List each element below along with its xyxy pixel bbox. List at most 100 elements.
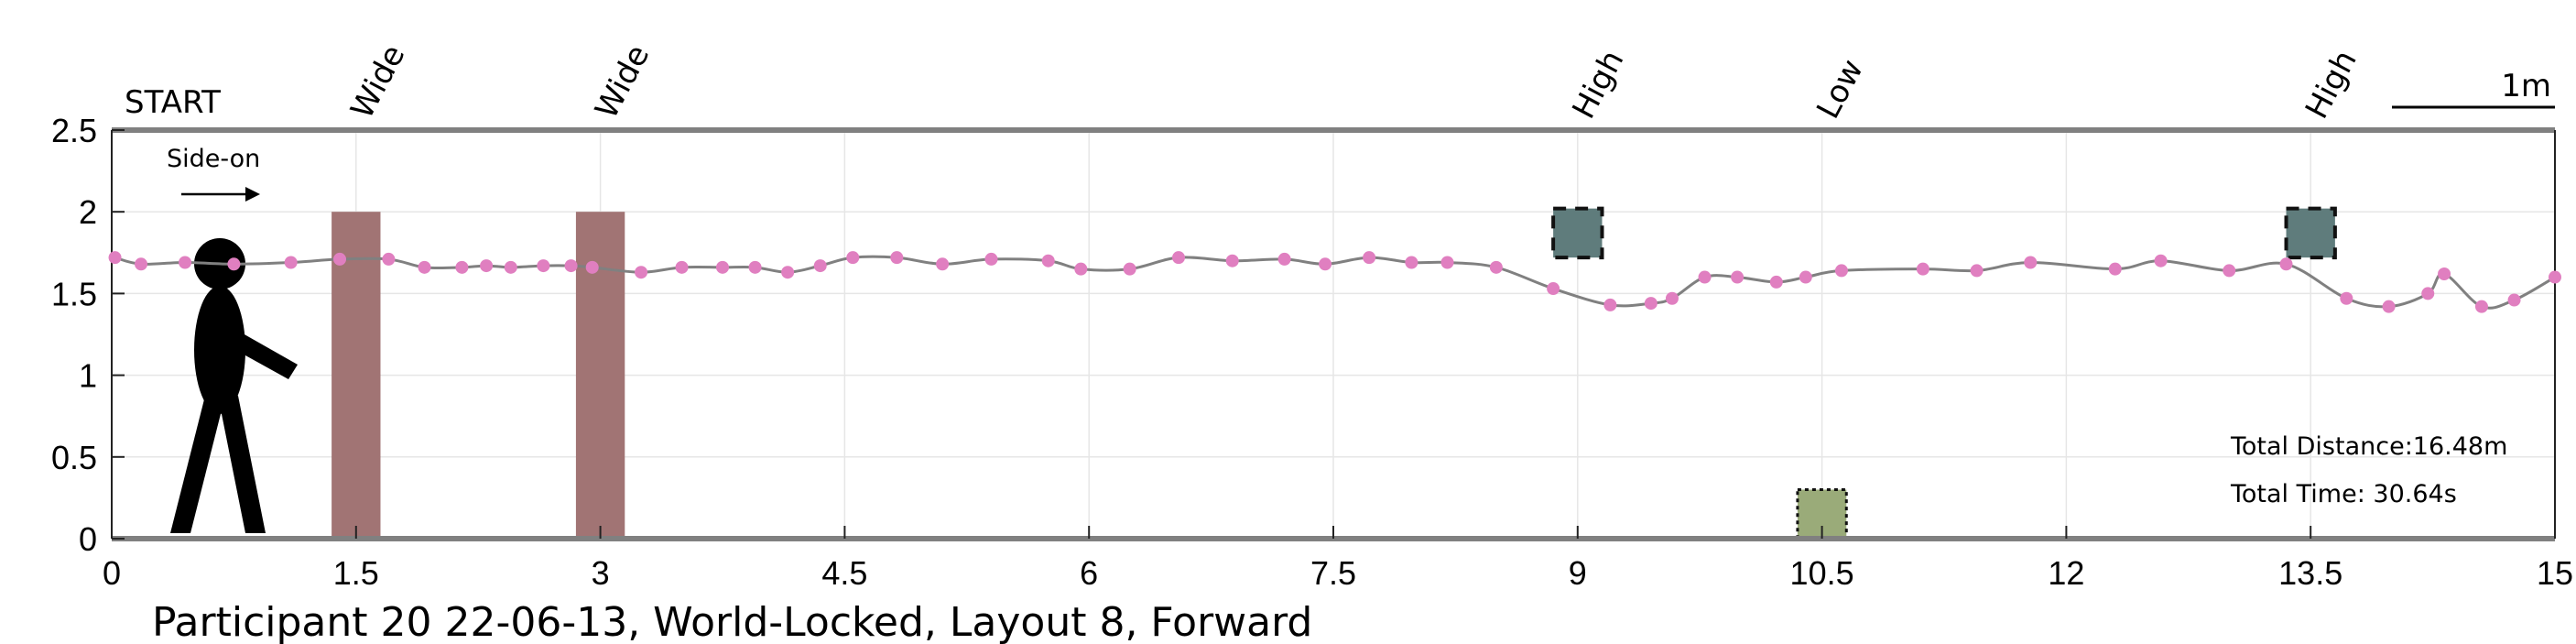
trajectory-point — [846, 251, 860, 265]
trajectory-point — [455, 260, 469, 274]
trajectory-point — [537, 259, 550, 273]
trajectory-point — [890, 251, 904, 265]
trajectory-point — [1489, 260, 1503, 274]
trajectory-point — [1731, 270, 1745, 284]
trajectory-point — [382, 252, 396, 266]
trajectory-point — [1405, 256, 1418, 269]
trajectory-point — [1363, 251, 1376, 265]
trajectory-point — [716, 260, 729, 274]
trajectory-point — [135, 257, 148, 271]
trajectory-point — [2421, 287, 2435, 300]
obstacle-wide — [332, 212, 381, 539]
obstacle-label: Wide — [588, 39, 657, 126]
trajectory-point — [333, 252, 347, 266]
trajectory-point — [1225, 254, 1239, 267]
trajectory-point — [2024, 256, 2038, 269]
x-tick-label: 4.5 — [821, 554, 867, 592]
trajectory-point — [984, 252, 998, 266]
total-time-text: Total Time: 30.64s — [2230, 480, 2457, 508]
trajectory-point — [1603, 298, 1617, 311]
x-tick-label: 10.5 — [1790, 554, 1854, 592]
trajectory-point — [1970, 264, 1984, 278]
x-tick-label: 15 — [2537, 554, 2573, 592]
x-tick-label: 1.5 — [333, 554, 379, 592]
x-tick-label: 3 — [592, 554, 610, 592]
trajectory-point — [564, 259, 578, 273]
trajectory-point — [418, 260, 431, 274]
trajectory-point — [284, 256, 298, 269]
trajectory-point — [1074, 262, 1088, 276]
trajectory-point — [2438, 267, 2451, 280]
trajectory-point — [781, 266, 795, 279]
trajectory-point — [2340, 291, 2353, 305]
obstacle-label: Low — [1810, 53, 1871, 125]
tick-labels: 0 1.5 3 4.5 6 7.5 9 10.5 12 13.5 15 0 0.5 1 1.5 2 2.5 — [51, 112, 2573, 592]
y-tick-label: 2.5 — [51, 112, 97, 149]
trajectory-point — [480, 259, 494, 273]
trajectory-point — [1799, 270, 1812, 284]
trajectory-point — [635, 266, 648, 279]
trajectory-point — [936, 257, 950, 271]
trajectory-point — [585, 260, 599, 274]
obstacle-labels: Wide Wide High Low High — [343, 39, 2364, 126]
axes — [111, 127, 2556, 541]
trajectory-point — [2549, 270, 2561, 284]
trajectory-point — [2382, 300, 2396, 313]
trajectory-point — [227, 257, 241, 271]
trajectory-point — [2223, 264, 2236, 278]
trajectory-point — [1834, 264, 1848, 278]
trajectory-point — [1277, 252, 1291, 266]
y-tick-label: 2 — [79, 193, 97, 231]
trajectory-point — [1123, 262, 1136, 276]
y-tick-label: 1 — [79, 357, 97, 395]
direction-label: Side-on — [167, 145, 260, 173]
x-tick-label: 7.5 — [1310, 554, 1356, 592]
x-tick-label: 12 — [2048, 554, 2084, 592]
trajectory-point — [1698, 270, 1712, 284]
trajectory-point — [2108, 262, 2122, 276]
trajectory-point — [675, 260, 689, 274]
chart-title: Participant 20 22-06-13, World-Locked, L… — [152, 599, 1312, 644]
grid — [111, 129, 2556, 540]
obstacle-wide — [575, 212, 625, 539]
x-tick-label: 13.5 — [2278, 554, 2342, 592]
scale-bar-label: 1m — [2501, 68, 2551, 104]
scale-bar: 1m — [2392, 68, 2555, 109]
obstacle-label: High — [2299, 44, 2364, 125]
y-tick-label: 0.5 — [51, 439, 97, 476]
total-distance-text: Total Distance:16.48m — [2230, 432, 2507, 461]
trajectory-point — [2474, 300, 2488, 313]
start-label: START — [125, 84, 221, 121]
obstacle-high — [1551, 206, 1604, 260]
trajectory-point — [1041, 254, 1055, 267]
x-tick-label: 0 — [103, 554, 121, 592]
trajectory-point — [2507, 293, 2521, 307]
x-tick-label: 6 — [1080, 554, 1098, 592]
trajectory-point — [1644, 297, 1658, 311]
trajectory-point — [1319, 257, 1332, 271]
trajectory-point — [2154, 254, 2168, 267]
trajectory-point — [1916, 262, 1929, 276]
trajectory-point — [813, 259, 827, 273]
obstacle-high — [2284, 206, 2337, 260]
walking-figure-icon — [170, 238, 298, 533]
obstacle-label: Wide — [343, 39, 412, 126]
obstacle-label: High — [1565, 44, 1631, 125]
trajectory-point — [108, 251, 122, 265]
trajectory-point — [504, 260, 517, 274]
direction-arrow-icon — [181, 187, 260, 202]
y-tick-label: 1.5 — [51, 275, 97, 312]
trajectory-point — [179, 256, 192, 269]
trajectory-point — [1440, 256, 1454, 269]
trajectory-point — [1769, 275, 1783, 289]
trajectory-point — [748, 260, 762, 274]
trajectory-points — [108, 251, 2561, 313]
trajectory-point — [1172, 251, 1186, 265]
trajectory-point — [1547, 282, 1560, 296]
x-tick-label: 9 — [1569, 554, 1587, 592]
y-tick-label: 0 — [79, 520, 97, 558]
trajectory-point — [2279, 257, 2293, 271]
trajectory-point — [1665, 291, 1679, 305]
